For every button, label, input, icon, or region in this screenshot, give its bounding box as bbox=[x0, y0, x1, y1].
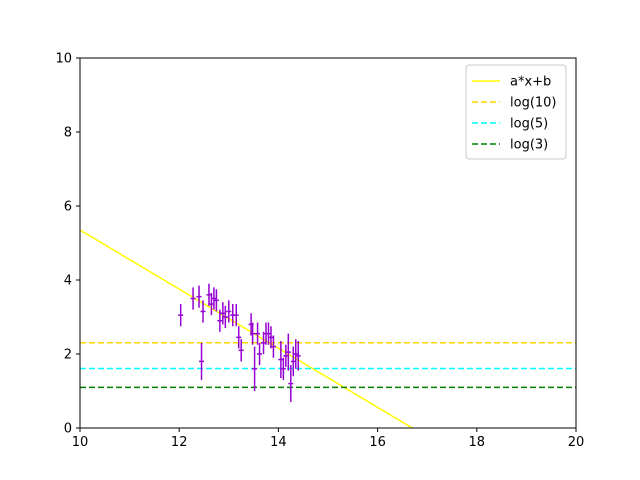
data-point bbox=[178, 304, 184, 327]
ticks-layer: 10 12 14 16 18 20 0 2 4 6 8 10 bbox=[55, 52, 584, 451]
legend-entry: a*x+b bbox=[472, 75, 551, 90]
data-point bbox=[290, 346, 296, 377]
points-layer bbox=[178, 283, 301, 403]
legend-box bbox=[465, 64, 567, 160]
data-point bbox=[226, 300, 232, 323]
data-point bbox=[220, 302, 226, 325]
data-point bbox=[190, 287, 196, 310]
x-tick-label: 16 bbox=[369, 435, 386, 450]
x-tick-label: 10 bbox=[72, 435, 89, 450]
data-point bbox=[206, 283, 212, 306]
data-point bbox=[211, 287, 217, 310]
x-tick-label: 20 bbox=[568, 435, 585, 450]
data-point bbox=[285, 333, 291, 371]
plot-frame bbox=[79, 57, 577, 429]
data-point bbox=[266, 322, 271, 345]
data-point bbox=[255, 322, 261, 345]
legend-entry: log(3) bbox=[472, 138, 548, 153]
legend-label: log(3) bbox=[510, 138, 548, 153]
y-tick-label: 4 bbox=[64, 274, 72, 289]
data-point bbox=[236, 326, 242, 349]
y-tick-label: 0 bbox=[64, 422, 72, 437]
y-tick-label: 6 bbox=[64, 200, 72, 215]
series-layer bbox=[80, 229, 576, 428]
data-point bbox=[283, 344, 289, 367]
data-point bbox=[238, 339, 244, 362]
data-point bbox=[217, 309, 223, 332]
data-point bbox=[268, 326, 274, 349]
y-tick-label: 2 bbox=[64, 348, 72, 363]
legend-entry: log(5) bbox=[472, 117, 548, 132]
data-point bbox=[252, 346, 258, 391]
series-line-0 bbox=[80, 229, 413, 428]
legend-entry: log(10) bbox=[472, 96, 557, 111]
x-tick-label: 18 bbox=[469, 435, 486, 450]
data-point bbox=[213, 289, 219, 312]
data-point bbox=[222, 305, 228, 329]
legend-label: log(10) bbox=[510, 96, 557, 111]
data-point bbox=[200, 300, 206, 323]
data-point bbox=[293, 339, 299, 369]
x-tick-label: 14 bbox=[270, 435, 287, 450]
y-tick-label: 8 bbox=[64, 126, 72, 141]
data-point bbox=[199, 342, 204, 380]
data-point bbox=[295, 341, 301, 371]
data-point bbox=[280, 357, 286, 380]
legend-label: log(5) bbox=[510, 117, 548, 132]
legend-label: a*x+b bbox=[510, 75, 551, 90]
data-point bbox=[270, 335, 276, 358]
x-tick-label: 12 bbox=[171, 435, 188, 450]
data-point bbox=[250, 322, 256, 345]
data-point bbox=[261, 331, 266, 354]
data-point bbox=[288, 365, 294, 403]
data-point bbox=[257, 342, 263, 366]
legend: a*x+b log(10) log(5) log(3) bbox=[465, 64, 567, 160]
y-tick-label: 10 bbox=[55, 52, 72, 67]
data-point bbox=[196, 285, 202, 308]
data-point bbox=[233, 304, 239, 327]
data-point bbox=[278, 341, 284, 379]
data-point bbox=[208, 292, 214, 316]
